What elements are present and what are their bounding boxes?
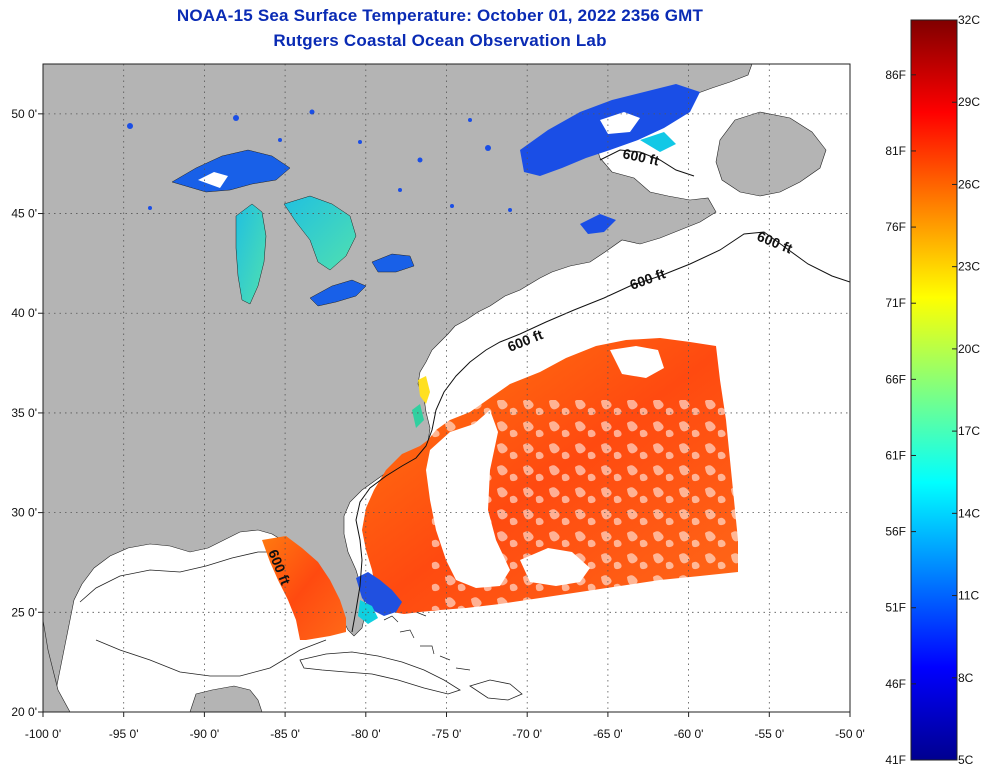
colorbar-fahrenheit-label: 41F — [885, 753, 906, 767]
lon-tick-label: -50 0' — [835, 727, 865, 741]
inland-lakes — [127, 109, 512, 212]
map-title: NOAA-15 Sea Surface Temperature: October… — [176, 6, 704, 25]
colorbar-celsius-label: 20C — [958, 342, 980, 356]
colorbar-fahrenheit-label: 76F — [885, 220, 906, 234]
lon-tick-label: -80 0' — [351, 727, 381, 741]
land-hispaniola — [469, 679, 523, 701]
colorbar-fahrenheit-label: 71F — [885, 296, 906, 310]
lat-tick-label: 20 0' — [11, 705, 37, 719]
colorbar-celsius-label: 14C — [958, 506, 980, 520]
lon-tick-label: -55 0' — [754, 727, 784, 741]
lon-tick-label: -60 0' — [674, 727, 704, 741]
colorbar-fahrenheit-label: 51F — [885, 601, 906, 615]
colorbar-fahrenheit-label: 56F — [885, 525, 906, 539]
land-newfoundland — [715, 111, 827, 197]
lat-tick-label: 50 0' — [11, 107, 37, 121]
colorbar-fahrenheit-label: 81F — [885, 144, 906, 158]
isobath-600ft — [351, 231, 850, 633]
colorbar-fahrenheit-label: 86F — [885, 68, 906, 82]
lon-tick-label: -95 0' — [109, 727, 139, 741]
land-mexico — [43, 619, 71, 712]
lat-tick-label: 35 0' — [11, 406, 37, 420]
lake-ontario — [371, 253, 415, 273]
lon-tick-label: -100 0' — [25, 727, 61, 741]
lon-tick-label: -90 0' — [190, 727, 220, 741]
colorbar-celsius-label: 8C — [958, 671, 974, 685]
sst-florida-cool — [356, 572, 402, 616]
lat-tick-label: 30 0' — [11, 506, 37, 520]
land-cuba — [299, 651, 461, 695]
lat-tick-label: 25 0' — [11, 605, 37, 619]
lat-tick-label: 45 0' — [11, 207, 37, 221]
colorbar — [910, 19, 958, 761]
lon-tick-label: -70 0' — [512, 727, 542, 741]
colorbar-celsius-label: 11C — [958, 589, 979, 603]
colorbar-celsius-label: 26C — [958, 177, 980, 191]
lon-tick-label: -85 0' — [270, 727, 300, 741]
sst-gulf-swath — [262, 536, 346, 640]
lon-tick-label: -75 0' — [432, 727, 462, 741]
land-yucatan — [189, 685, 263, 712]
land-bahamas — [383, 599, 471, 671]
lake-superior — [171, 149, 291, 193]
lake-huron — [283, 195, 357, 271]
map-subtitle: Rutgers Coastal Ocean Observation Lab — [273, 31, 607, 50]
colorbar-celsius-label: 23C — [958, 260, 980, 274]
colorbar-fahrenheit-label: 61F — [885, 448, 906, 462]
graticule — [43, 64, 850, 712]
colorbar-fahrenheit-label: 46F — [885, 677, 906, 691]
lon-tick-label: -65 0' — [593, 727, 623, 741]
lat-tick-label: 40 0' — [11, 306, 37, 320]
cloud-gap-north — [610, 346, 664, 378]
isobath-label-4: 600 ft — [621, 145, 660, 168]
colorbar-celsius-label: 29C — [958, 95, 980, 109]
lake-michigan — [235, 203, 267, 305]
colorbar-celsius-label: 32C — [958, 13, 980, 27]
colorbar-fahrenheit-label: 66F — [885, 372, 906, 386]
colorbar-celsius-label: 17C — [958, 424, 980, 438]
colorbar-celsius-label: 5C — [958, 753, 974, 767]
lake-erie — [309, 279, 367, 307]
